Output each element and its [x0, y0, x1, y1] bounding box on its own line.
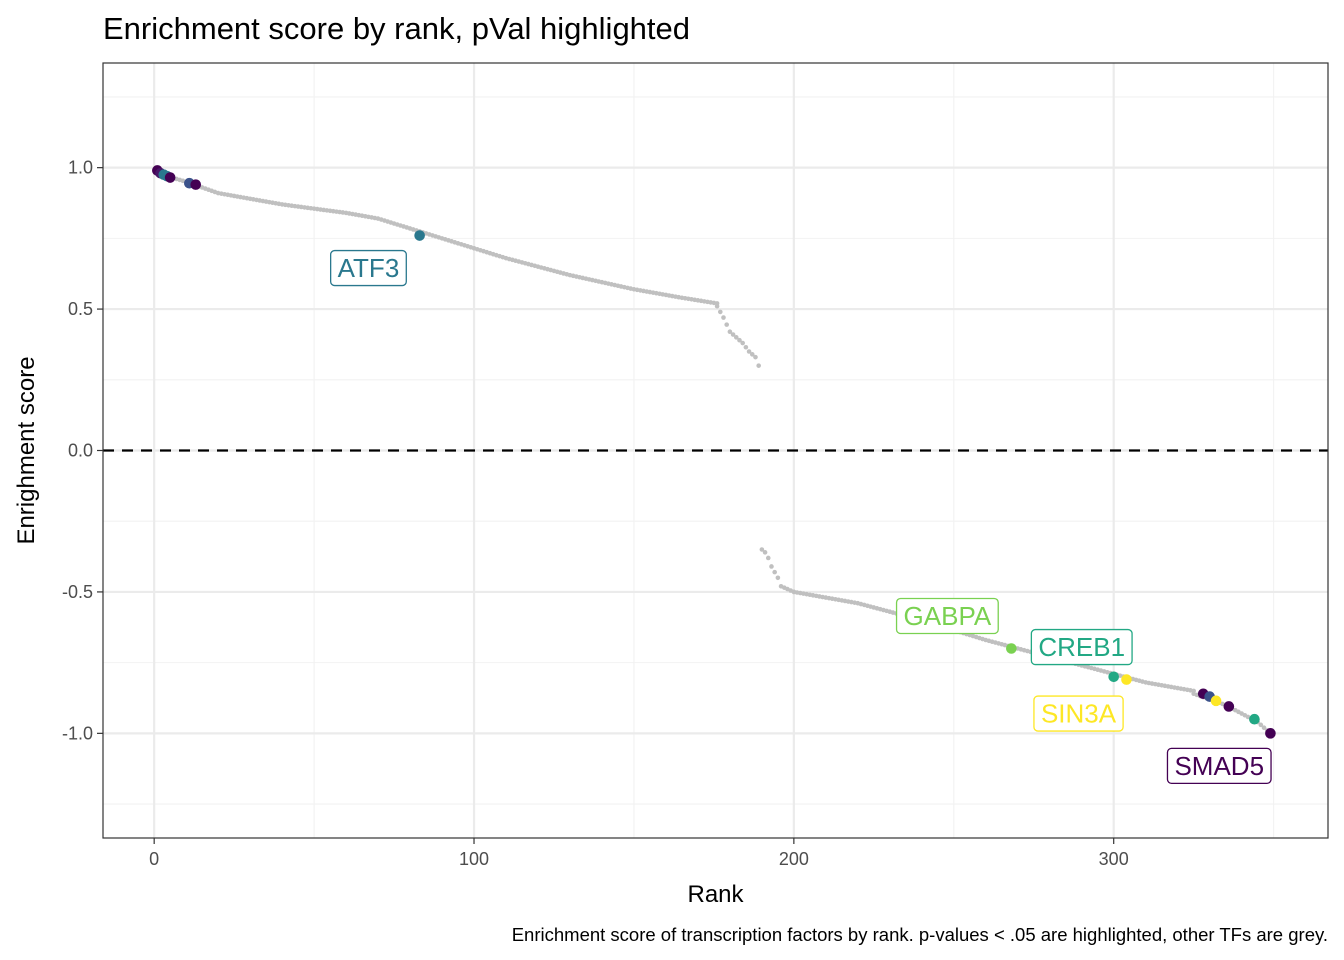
highlight-point	[1121, 674, 1132, 685]
y-tick-label: 0.5	[68, 299, 93, 319]
highlight-point	[1265, 728, 1276, 739]
label-text: ATF3	[338, 253, 400, 283]
grey-point	[772, 569, 777, 575]
label-creb1: CREB1	[1030, 628, 1133, 666]
y-tick-label: 0.0	[68, 441, 93, 461]
highlighted-points	[152, 165, 1276, 739]
grey-point	[775, 575, 781, 581]
highlight-point	[1210, 695, 1222, 707]
y-tick-label: -0.5	[62, 582, 93, 602]
highlight-point	[1223, 701, 1235, 712]
label-gabpa: GABPA	[895, 597, 999, 635]
highlight-point	[1108, 671, 1120, 683]
tf-labels: ATF3 GABPA CREB1 SIN3A SMAD5	[329, 249, 1272, 785]
grey-point	[759, 547, 765, 552]
grey-point	[769, 564, 774, 569]
grey-point	[724, 322, 729, 327]
chart-title: Enrichment score by rank, pVal highlight…	[103, 11, 690, 46]
label-box	[1030, 628, 1133, 666]
y-tick-label: 1.0	[68, 158, 93, 178]
label-smad5: SMAD5	[1166, 747, 1272, 785]
label-text: CREB1	[1038, 632, 1125, 662]
highlight-point	[190, 179, 202, 190]
highlight-point	[1249, 713, 1260, 725]
grey-point	[743, 344, 749, 350]
label-box	[1166, 747, 1272, 785]
label-text: GABPA	[904, 601, 992, 631]
grey-point	[721, 315, 726, 320]
label-sin3a: SIN3A	[1033, 695, 1124, 732]
x-axis-title: Rank	[687, 881, 744, 908]
grey-point	[762, 550, 768, 555]
x-tick-label: 100	[459, 849, 489, 869]
x-tick-label: 200	[779, 849, 809, 869]
y-axis-title: Enrighment score	[13, 356, 40, 544]
grey-point	[746, 349, 752, 354]
chart-caption: Enrichment score of transcription factor…	[512, 924, 1328, 945]
grey-point	[714, 303, 720, 309]
label-atf3: ATF3	[329, 249, 407, 287]
x-tick-label: 300	[1099, 849, 1129, 869]
x-tick-label: 0	[149, 849, 159, 869]
grey-point	[1258, 722, 1264, 728]
y-tick-label: -1.0	[62, 723, 93, 743]
minor-gridlines	[103, 63, 1328, 838]
label-box	[329, 249, 407, 287]
grey-point	[765, 555, 771, 561]
y-axis-ticks: -1.0 -0.5 0.0 0.5 1.0	[62, 158, 103, 743]
label-box	[895, 597, 999, 635]
grey-point	[753, 354, 758, 360]
grey-point	[730, 332, 736, 337]
label-text: SMAD5	[1174, 751, 1264, 781]
grey-point	[756, 363, 761, 368]
label-box	[1033, 695, 1124, 732]
grey-point	[717, 309, 723, 315]
grey-point	[733, 335, 739, 340]
grey-point	[1261, 725, 1267, 730]
grey-point	[727, 329, 733, 335]
highlight-point	[1006, 643, 1017, 654]
grey-point	[749, 352, 755, 357]
grey-point	[740, 340, 745, 346]
plot-panel: ATF3 GABPA CREB1 SIN3A SMAD5	[102, 62, 1329, 839]
grey-point	[737, 337, 742, 343]
x-axis-ticks: 0 100 200 300	[149, 838, 1129, 869]
highlight-point	[164, 172, 176, 183]
highlight-point	[414, 230, 425, 241]
label-text: SIN3A	[1041, 699, 1117, 729]
